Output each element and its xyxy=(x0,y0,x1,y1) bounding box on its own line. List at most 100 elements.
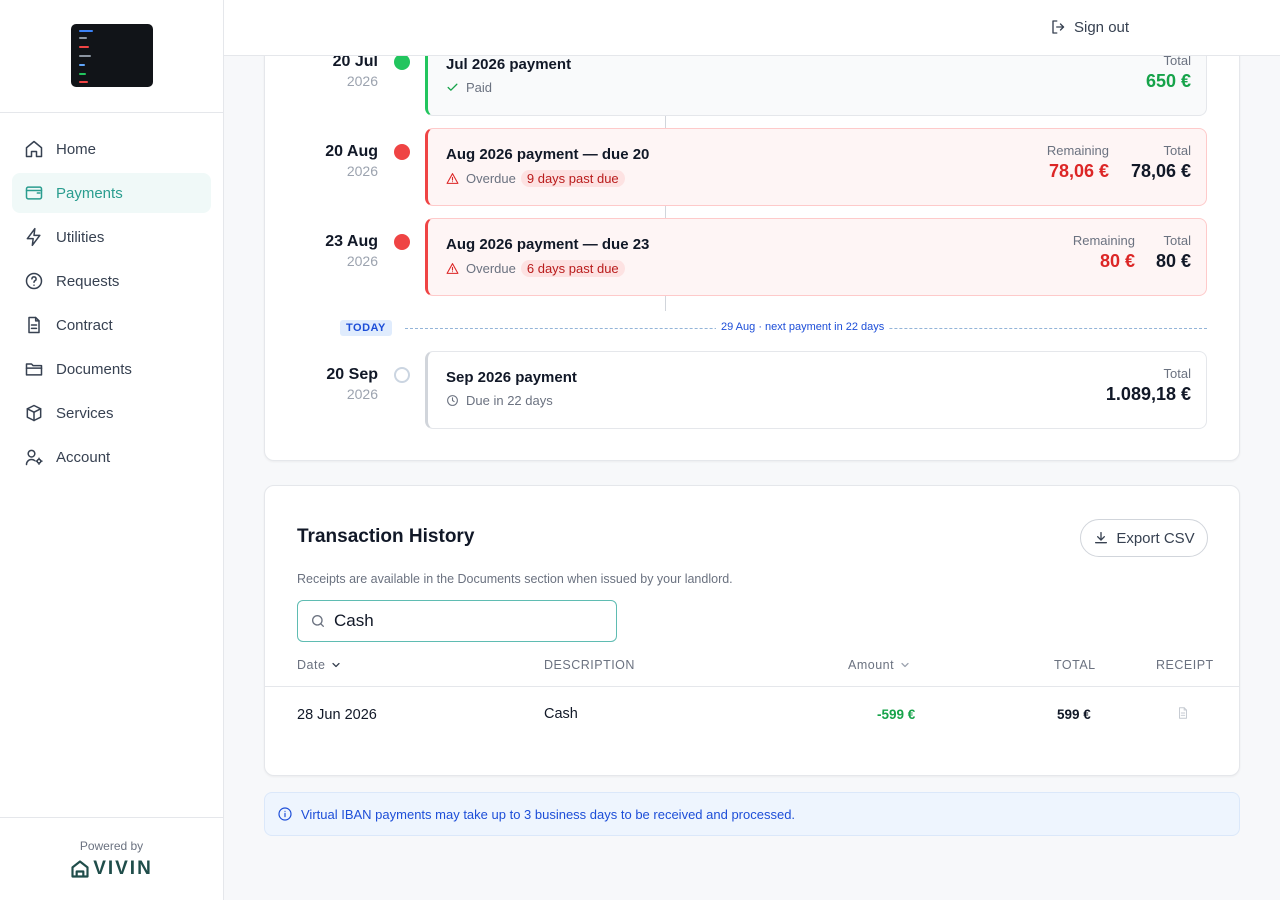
payment-status: Overdue 9 days past due xyxy=(446,170,625,187)
receipt-file-icon[interactable] xyxy=(1176,706,1190,720)
search-icon xyxy=(312,615,324,627)
sidebar-item-label: Requests xyxy=(56,272,120,290)
sidebar-item-utilities[interactable]: Utilities xyxy=(12,217,211,257)
timeline-year: 2026 xyxy=(346,386,378,402)
total-value: 650 € xyxy=(1145,71,1191,91)
sidebar-item-account[interactable]: Account xyxy=(12,437,211,477)
payment-card-aug-23[interactable]: Aug 2026 payment — due 23 Overdue 6 days… xyxy=(425,218,1207,296)
total-value: 78,06 € xyxy=(1130,161,1191,181)
column-header-description: DESCRIPTION xyxy=(544,658,635,672)
timeline-date: 23 Aug 2026 xyxy=(265,233,378,269)
row-total: 599 € xyxy=(1057,707,1091,722)
timeline-year: 2026 xyxy=(346,163,378,179)
payment-card-sep[interactable]: Sep 2026 payment Due in 22 days Total 1.… xyxy=(425,351,1207,429)
column-header-label: RECEIPT xyxy=(1156,658,1214,672)
timeline-dot-overdue xyxy=(394,234,410,250)
property-logo[interactable] xyxy=(70,24,153,87)
check-icon xyxy=(447,83,458,91)
remaining-value: 80 € xyxy=(1099,251,1135,271)
payment-card-aug-20[interactable]: Aug 2026 payment — due 20 Overdue 9 days… xyxy=(425,128,1207,206)
payment-status-text: Overdue xyxy=(466,171,516,186)
sidebar: Home Payments Utilities Requests Contrac… xyxy=(0,0,224,900)
receipts-note: Receipts are available in the Documents … xyxy=(297,572,733,586)
top-bar: Sign out xyxy=(224,0,1280,56)
payment-title: Jul 2026 payment xyxy=(446,56,572,73)
sidebar-item-services[interactable]: Services xyxy=(12,393,211,433)
timeline-date: 20 Sep 2026 xyxy=(265,366,378,402)
column-header-date[interactable]: Date xyxy=(297,658,342,672)
logout-icon xyxy=(1052,20,1065,34)
total-label: Total xyxy=(1163,143,1191,158)
payment-total: Total 78,06 € xyxy=(1131,143,1191,182)
wallet-icon xyxy=(25,186,43,200)
payment-status-text: Overdue xyxy=(466,261,516,276)
search-input[interactable] xyxy=(334,611,604,631)
payment-remaining: Remaining 78,06 € xyxy=(1047,143,1109,182)
download-icon xyxy=(1095,532,1108,544)
export-csv-button[interactable]: Export CSV xyxy=(1080,519,1208,557)
sidebar-item-label: Services xyxy=(56,404,114,422)
section-title: Transaction History xyxy=(297,526,475,547)
timeline-dot-upcoming xyxy=(394,367,410,383)
timeline-date: 20 Aug 2026 xyxy=(265,143,378,179)
sign-out-label: Sign out xyxy=(1074,18,1130,36)
payment-status: Due in 22 days xyxy=(446,393,553,408)
sidebar-item-payments[interactable]: Payments xyxy=(12,173,211,213)
total-label: Total xyxy=(1163,366,1191,381)
timeline-year: 2026 xyxy=(346,73,378,89)
total-label: Total xyxy=(1163,233,1191,248)
chevron-down-icon xyxy=(332,662,341,668)
bolt-icon xyxy=(26,227,41,247)
timeline-day: 23 Aug xyxy=(325,233,378,250)
total-value: 80 € xyxy=(1155,251,1191,271)
help-circle-icon xyxy=(25,272,43,290)
payment-status-text: Paid xyxy=(466,80,493,95)
column-header-amount[interactable]: Amount xyxy=(848,658,911,672)
payment-title: Aug 2026 payment — due 20 xyxy=(446,146,650,163)
payment-remaining: Remaining 80 € xyxy=(1073,233,1135,272)
sidebar-item-label: Home xyxy=(56,140,97,158)
sidebar-item-label: Utilities xyxy=(56,228,105,246)
folder-icon xyxy=(25,363,43,376)
payment-title: Aug 2026 payment — due 23 xyxy=(446,236,650,253)
today-badge: TODAY xyxy=(340,320,392,336)
chevron-down-icon xyxy=(901,662,909,668)
column-header-label: TOTAL xyxy=(1054,658,1096,672)
table-divider xyxy=(265,686,1239,687)
remaining-label: Remaining xyxy=(1072,233,1135,248)
powered-by-text: Powered by xyxy=(79,839,144,853)
file-text-icon xyxy=(28,316,40,334)
sidebar-item-contract[interactable]: Contract xyxy=(12,305,211,345)
remaining-value: 78,06 € xyxy=(1048,161,1109,181)
package-icon xyxy=(26,404,42,422)
logo-area xyxy=(0,0,223,113)
past-due-pill: 6 days past due xyxy=(520,260,625,277)
home-icon xyxy=(25,140,43,158)
search-box xyxy=(297,600,617,642)
row-amount: -599 € xyxy=(877,707,916,722)
timeline-dot-paid xyxy=(394,54,410,70)
today-next-payment-text: 29 Aug · next payment in 22 days xyxy=(716,321,890,333)
column-header-receipt: RECEIPT xyxy=(1156,658,1214,672)
timeline-day: 20 Sep xyxy=(326,366,378,383)
sign-out-button[interactable]: Sign out xyxy=(1050,18,1129,36)
sidebar-item-label: Documents xyxy=(56,360,132,378)
payment-status-text: Due in 22 days xyxy=(466,393,553,408)
column-header-label: DESCRIPTION xyxy=(544,658,635,672)
transaction-history-card: Transaction History Export CSV Receipts … xyxy=(264,485,1240,776)
payment-status: Overdue 6 days past due xyxy=(446,260,625,277)
sidebar-item-home[interactable]: Home xyxy=(12,129,211,169)
warning-icon xyxy=(446,173,459,184)
sidebar-item-requests[interactable]: Requests xyxy=(12,261,211,301)
payment-title: Sep 2026 payment xyxy=(446,369,577,386)
sidebar-item-label: Payments xyxy=(56,184,123,202)
timeline-day: 20 Jul xyxy=(332,53,378,70)
column-header-label: Date xyxy=(297,658,326,672)
timeline-day: 20 Aug xyxy=(325,143,378,160)
sidebar-item-documents[interactable]: Documents xyxy=(12,349,211,389)
row-description: Cash xyxy=(544,706,578,722)
main-nav: Home Payments Utilities Requests Contrac… xyxy=(0,113,223,477)
row-date: 28 Jun 2026 xyxy=(297,707,377,723)
clock-icon xyxy=(447,395,458,406)
remaining-label: Remaining xyxy=(1046,143,1109,158)
